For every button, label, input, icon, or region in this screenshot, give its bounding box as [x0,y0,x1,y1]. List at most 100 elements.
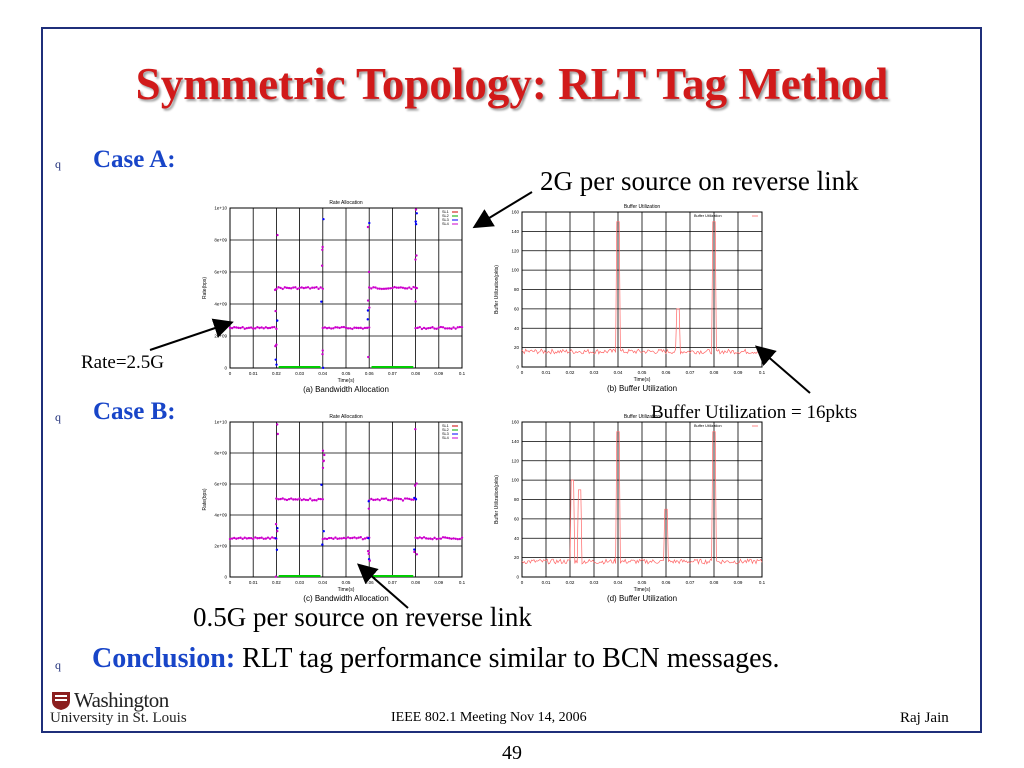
data-point [378,287,381,290]
data-point [281,287,284,291]
x-tick-label: 0.05 [638,580,647,585]
data-point [319,286,322,289]
data-point [321,466,325,470]
legend-label: SL2 [442,214,449,218]
data-point [424,327,428,330]
data-point [415,212,418,215]
data-point [274,344,277,348]
data-point [414,427,417,431]
x-tick-label: 0.07 [388,580,397,585]
data-point [410,498,413,501]
data-point [237,536,240,540]
data-point [414,208,418,211]
data-point [274,309,277,313]
x-tick-label: 0.02 [272,580,281,585]
y-axis-label: Rate(bps) [202,488,208,510]
data-point [276,529,279,533]
data-point [247,536,251,540]
data-point [325,537,329,541]
x-tick-label: 0.1 [459,371,466,376]
data-point [262,537,265,541]
data-point [332,537,335,541]
x-tick-label: 0.07 [686,370,695,375]
data-point [275,363,278,366]
legend-label: SL3 [442,218,449,222]
bullet-icon: q [55,658,61,672]
data-point [334,326,337,329]
data-point [323,326,327,329]
data-point [340,537,343,540]
data-point [376,287,379,290]
legend-label: SL2 [442,428,449,432]
chart-title: Buffer Utilization [624,204,661,210]
data-point [277,498,280,501]
data-point [397,286,400,289]
data-point [414,222,418,226]
data-point [252,327,255,330]
data-point [460,325,464,329]
data-point [283,498,287,501]
data-point [389,499,392,502]
data-point [416,536,419,540]
data-point [292,286,295,289]
data-point [399,497,403,501]
slide-frame [41,27,982,733]
data-point [376,498,379,501]
data-point [285,286,289,290]
data-point [412,498,415,501]
data-point [321,537,324,541]
chart-caption: (c) Bandwidth Allocation [303,594,388,603]
data-point [273,325,276,329]
data-point [283,286,287,289]
data-point [306,498,310,502]
y-tick-label: 0 [224,366,227,371]
data-point [266,326,270,330]
data-point [274,358,277,361]
data-point [340,325,343,329]
data-point [317,497,320,501]
data-point [319,497,322,501]
data-point [448,537,451,540]
data-point [363,326,367,330]
legend-label: Buffer Utilization [694,214,722,218]
data-point [405,497,409,500]
data-point [270,536,274,539]
data-point [391,286,394,290]
data-point [367,549,370,553]
data-point [321,449,325,452]
data-point [395,286,398,289]
data-point [239,536,242,539]
data-point [320,483,323,486]
data-point [279,286,282,290]
data-point [382,497,386,500]
data-series-buffer [521,431,763,566]
x-tick-label: 0.03 [590,370,599,375]
data-point [355,326,358,330]
data-point [351,536,354,540]
data-point [321,366,325,370]
y-tick-label: 40 [514,326,520,331]
y-axis-label: Rate(bps) [202,277,208,299]
data-point [321,352,324,356]
data-point [289,287,293,290]
data-point [334,536,337,539]
data-point [287,286,291,290]
data-point [456,326,459,329]
conclusion-label: Conclusion: [92,643,236,674]
y-tick-label: 6e+09 [214,482,227,487]
data-point [296,498,299,501]
y-tick-label: 80 [514,497,520,502]
data-point [410,287,413,291]
x-tick-label: 0.05 [342,371,351,376]
data-point [330,536,333,540]
data-point [433,327,436,330]
data-point [414,326,417,330]
data-point [359,536,362,539]
data-point [254,327,257,330]
data-point [321,498,324,501]
data-point [243,327,246,330]
data-point [302,286,306,290]
data-point [367,507,371,510]
